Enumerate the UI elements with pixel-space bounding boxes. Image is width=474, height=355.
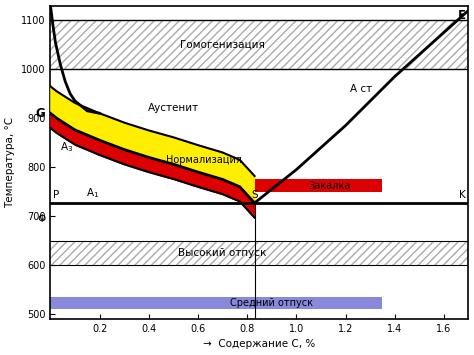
Text: A ст: A ст [350, 84, 373, 94]
Text: Нормализация: Нормализация [166, 155, 242, 165]
Text: Средний отпуск: Средний отпуск [230, 298, 313, 308]
Text: Высокий отпуск: Высокий отпуск [178, 248, 267, 258]
Text: P: P [54, 190, 60, 200]
Text: S: S [251, 190, 258, 200]
Text: Аустенит: Аустенит [148, 103, 199, 113]
Text: G: G [36, 107, 46, 120]
Text: Закалка: Закалка [309, 181, 351, 191]
Text: Φ: Φ [37, 214, 46, 224]
Text: A$_3$: A$_3$ [60, 141, 73, 154]
X-axis label: →  Содержание C, %: → Содержание C, % [203, 339, 316, 349]
Text: K: K [459, 190, 466, 200]
Text: E: E [458, 10, 466, 22]
Text: A$_1$: A$_1$ [86, 186, 99, 200]
Bar [255, 179, 383, 192]
Bar [50, 241, 468, 265]
Text: Гомогенизация: Гомогенизация [180, 40, 265, 50]
Bar [50, 20, 468, 69]
Bar [50, 297, 383, 309]
Y-axis label: Температура, °C: Температура, °C [6, 117, 16, 208]
